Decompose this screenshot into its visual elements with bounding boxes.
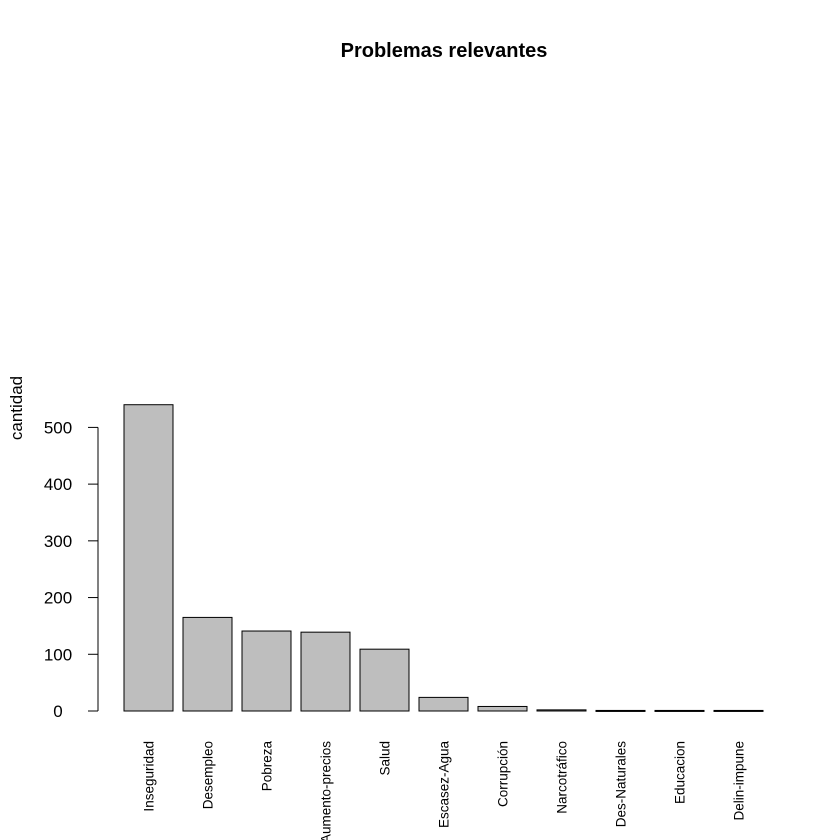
x-tick-label: Corrupción bbox=[496, 741, 511, 807]
x-tick-label: Pobreza bbox=[260, 741, 275, 792]
bar bbox=[300, 631, 351, 712]
bar bbox=[595, 709, 646, 712]
y-tick-label: 400 bbox=[44, 475, 72, 494]
chart-title: Problemas relevantes bbox=[341, 40, 548, 62]
x-tick-label: Aumento-precios bbox=[319, 741, 334, 840]
x-tick-label: Des-Naturales bbox=[614, 741, 629, 828]
x-tick-label: Inseguridad bbox=[142, 741, 157, 812]
x-tick-label: Narcotráfico bbox=[555, 741, 570, 814]
x-tick-label: Salud bbox=[378, 741, 393, 776]
y-axis: 0 100 200 300 400 500 bbox=[44, 418, 99, 721]
bar bbox=[477, 705, 528, 712]
bar bbox=[713, 709, 764, 712]
x-tick-label: Escasez-Agua bbox=[437, 741, 452, 829]
y-tick-label: 0 bbox=[53, 702, 62, 721]
bar bbox=[241, 630, 292, 712]
bar bbox=[654, 709, 705, 712]
y-axis-label: cantidad bbox=[7, 376, 26, 440]
x-tick-label: Delin-impune bbox=[732, 741, 747, 821]
bar bbox=[536, 709, 587, 712]
y-tick-label: 200 bbox=[44, 589, 72, 608]
x-tick-label: Desempleo bbox=[201, 741, 216, 809]
bar bbox=[359, 648, 410, 712]
x-tick-labels: Inseguridad Desempleo Pobreza Aumento-preci… bbox=[142, 741, 747, 840]
x-tick-label: Educacion bbox=[673, 741, 688, 804]
y-tick-label: 100 bbox=[44, 645, 72, 664]
bar bbox=[182, 616, 233, 712]
bars bbox=[123, 404, 764, 712]
y-tick-label: 300 bbox=[44, 532, 72, 551]
y-tick-label: 500 bbox=[44, 418, 72, 437]
bar bbox=[123, 404, 174, 712]
bar bbox=[418, 696, 469, 712]
